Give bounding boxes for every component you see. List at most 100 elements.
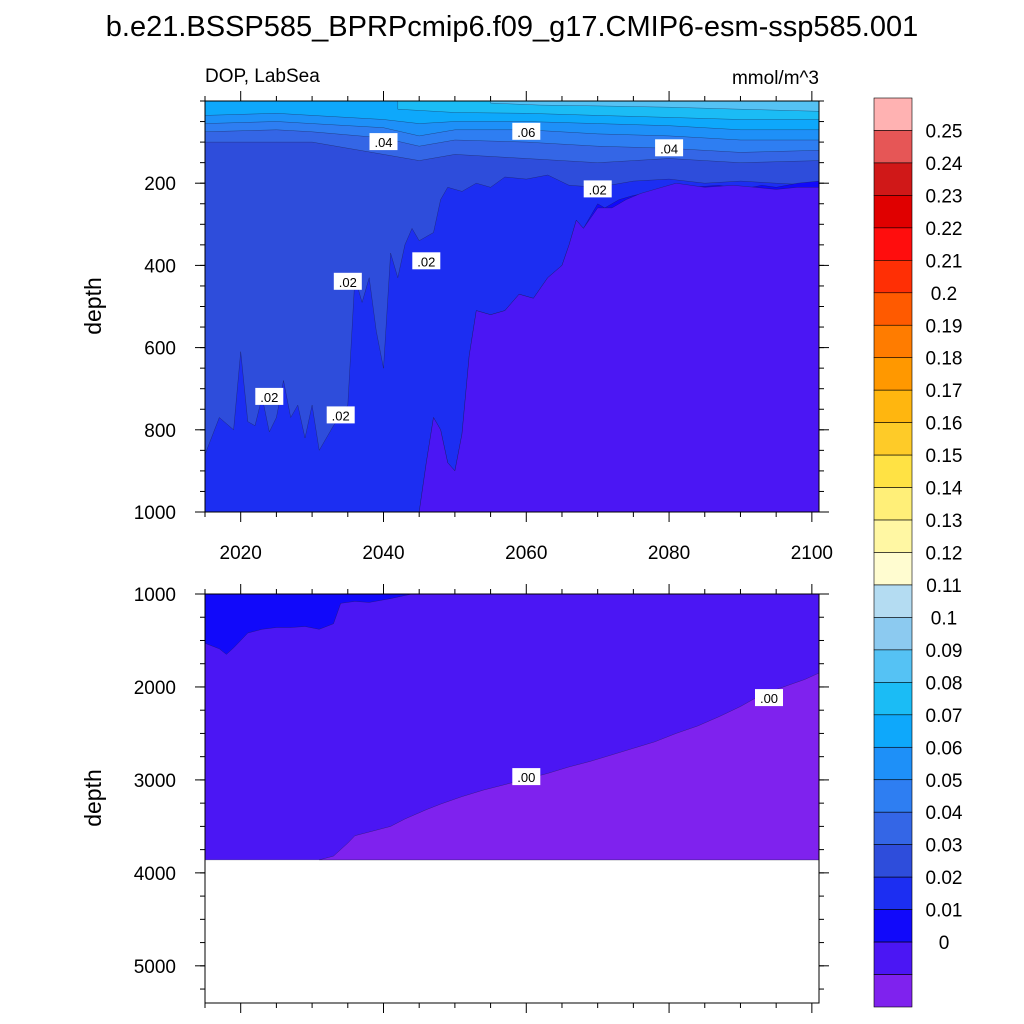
upper-contour-label-4: .02	[412, 252, 441, 270]
colorbar-label: 0.06	[926, 738, 963, 759]
colorbar-label: 0.25	[926, 122, 963, 143]
upper-x-tick-label: 2100	[791, 543, 833, 564]
upper-contour-label-1: .04	[369, 133, 398, 151]
colorbar-label: 0.09	[926, 641, 963, 662]
lower-y-tick-label: 4000	[134, 864, 176, 885]
colorbar-box	[873, 941, 913, 975]
upper-contour-label-box	[333, 272, 362, 290]
colorbar-label: 0.12	[926, 544, 963, 565]
colorbar-label: 0.14	[926, 479, 963, 500]
upper-y-tick-label: 600	[144, 339, 176, 360]
colorbar-label: 0.22	[926, 219, 963, 240]
upper-contour-label-box	[655, 139, 684, 157]
colorbar-box	[873, 454, 913, 488]
colorbar-label: 0.13	[926, 511, 963, 532]
upper-units-label: mmol/m^3	[732, 68, 819, 89]
colorbar-label: 0.23	[926, 186, 963, 207]
upper-contour-label-box	[512, 122, 541, 140]
upper-x-tick-label: 2040	[362, 543, 404, 564]
lower-contour-label-text: .00	[517, 770, 535, 785]
colorbar-box	[873, 552, 913, 586]
colorbar-label: 0.05	[926, 771, 963, 792]
lower-y-tick-label: 5000	[134, 957, 176, 978]
colorbar-box	[873, 779, 913, 813]
colorbar-labels: 0.25 0.24 0.23 0.22 0.21 0.2 0.19 0.18 0.17 0.16 0…	[926, 122, 963, 955]
upper-contour-fills	[204, 100, 820, 513]
colorbar-box	[873, 584, 913, 618]
colorbar-label: 0.08	[926, 673, 963, 694]
upper-y-tick-label: 1000	[134, 503, 176, 524]
lower-axes: 1000 2000 3000 4000 5000	[134, 584, 829, 1013]
colorbar-box	[873, 195, 913, 229]
colorbar-box	[873, 422, 913, 456]
upper-axes: 2020 2040 2060 2080 2100 200 400 600 800 1000	[134, 91, 833, 564]
lower-contour-label-box	[755, 689, 783, 707]
upper-contour-label-text: .06	[517, 125, 535, 140]
colorbar-box	[873, 130, 913, 164]
colorbar: 0.25 0.24 0.23 0.22 0.21 0.2 0.19 0.18 0.17 0.16 0…	[873, 97, 963, 1008]
upper-contour-label-text: .04	[660, 141, 678, 156]
lower-y-axis-label: depth	[80, 769, 106, 827]
upper-contour-label-5: .02	[333, 272, 362, 290]
lower-contour-fills	[204, 593, 820, 861]
lower-contour-label-0: .00	[512, 768, 541, 786]
colorbar-box	[873, 682, 913, 716]
lower-y-tick-label: 1000	[134, 585, 176, 606]
colorbar-label: 0.15	[926, 446, 963, 467]
lower-y-tick-label: 2000	[134, 678, 176, 699]
colorbar-label: 0.1	[931, 608, 957, 629]
upper-contour-label-3: .02	[583, 180, 612, 198]
colorbar-box	[873, 519, 913, 553]
colorbar-box	[873, 357, 913, 391]
upper-contour-panel: .06 .04 .04 .02 .02 .02 .02 .02 2020 2040 2060 208…	[80, 66, 833, 564]
upper-contour-label-box	[583, 180, 612, 198]
upper-contour-label-2: .04	[655, 139, 684, 157]
colorbar-label: 0.18	[926, 349, 963, 370]
colorbar-box	[873, 260, 913, 294]
upper-contour-label-7: .02	[326, 406, 355, 424]
upper-contour-label-text: .02	[260, 390, 278, 405]
upper-x-tick-label: 2080	[648, 543, 690, 564]
upper-y-tick-label: 800	[144, 421, 176, 442]
upper-contour-label-text: .02	[589, 182, 607, 197]
colorbar-label: 0.21	[926, 251, 963, 272]
upper-contour-label-box	[412, 252, 441, 270]
upper-variable-label: DOP, LabSea	[205, 66, 320, 87]
upper-contour-region-9	[418, 182, 820, 513]
upper-contour-label-text: .02	[332, 408, 350, 423]
colorbar-box	[873, 844, 913, 878]
upper-y-tick-label: 400	[144, 256, 176, 277]
colorbar-box	[873, 714, 913, 748]
upper-contour-label-box	[326, 406, 355, 424]
colorbar-label: 0.01	[926, 901, 963, 922]
lower-contour-label-1: .00	[755, 689, 783, 707]
colorbar-label: 0.03	[926, 836, 963, 857]
lower-contour-label-text: .00	[760, 691, 778, 706]
upper-contour-label-text: .02	[417, 254, 435, 269]
colorbar-box	[873, 746, 913, 781]
colorbar-box	[873, 162, 913, 196]
upper-contour-label-box	[255, 387, 284, 405]
colorbar-box	[873, 649, 913, 683]
upper-y-tick-label: 200	[144, 174, 176, 195]
colorbar-label: 0.07	[926, 706, 963, 727]
colorbar-box	[873, 97, 913, 131]
colorbar-box	[873, 811, 913, 845]
colorbar-box	[873, 389, 913, 423]
colorbar-label: 0.11	[926, 576, 962, 597]
upper-contour-label-box	[369, 133, 398, 151]
lower-plot-frame	[204, 593, 820, 1004]
upper-contour-labels: .06 .04 .04 .02 .02 .02 .02 .02	[255, 122, 684, 424]
upper-x-tick-label: 2060	[505, 543, 547, 564]
colorbar-label: 0.24	[926, 154, 963, 175]
upper-y-axis-label: depth	[80, 277, 106, 335]
colorbar-boxes	[873, 97, 913, 1008]
lower-missing-region	[205, 860, 819, 1003]
colorbar-box	[873, 876, 913, 910]
colorbar-box	[873, 617, 913, 651]
colorbar-box	[873, 227, 913, 261]
colorbar-box	[873, 487, 913, 521]
lower-contour-labels: .00 .00	[512, 689, 783, 786]
colorbar-label: 0.02	[926, 868, 963, 889]
